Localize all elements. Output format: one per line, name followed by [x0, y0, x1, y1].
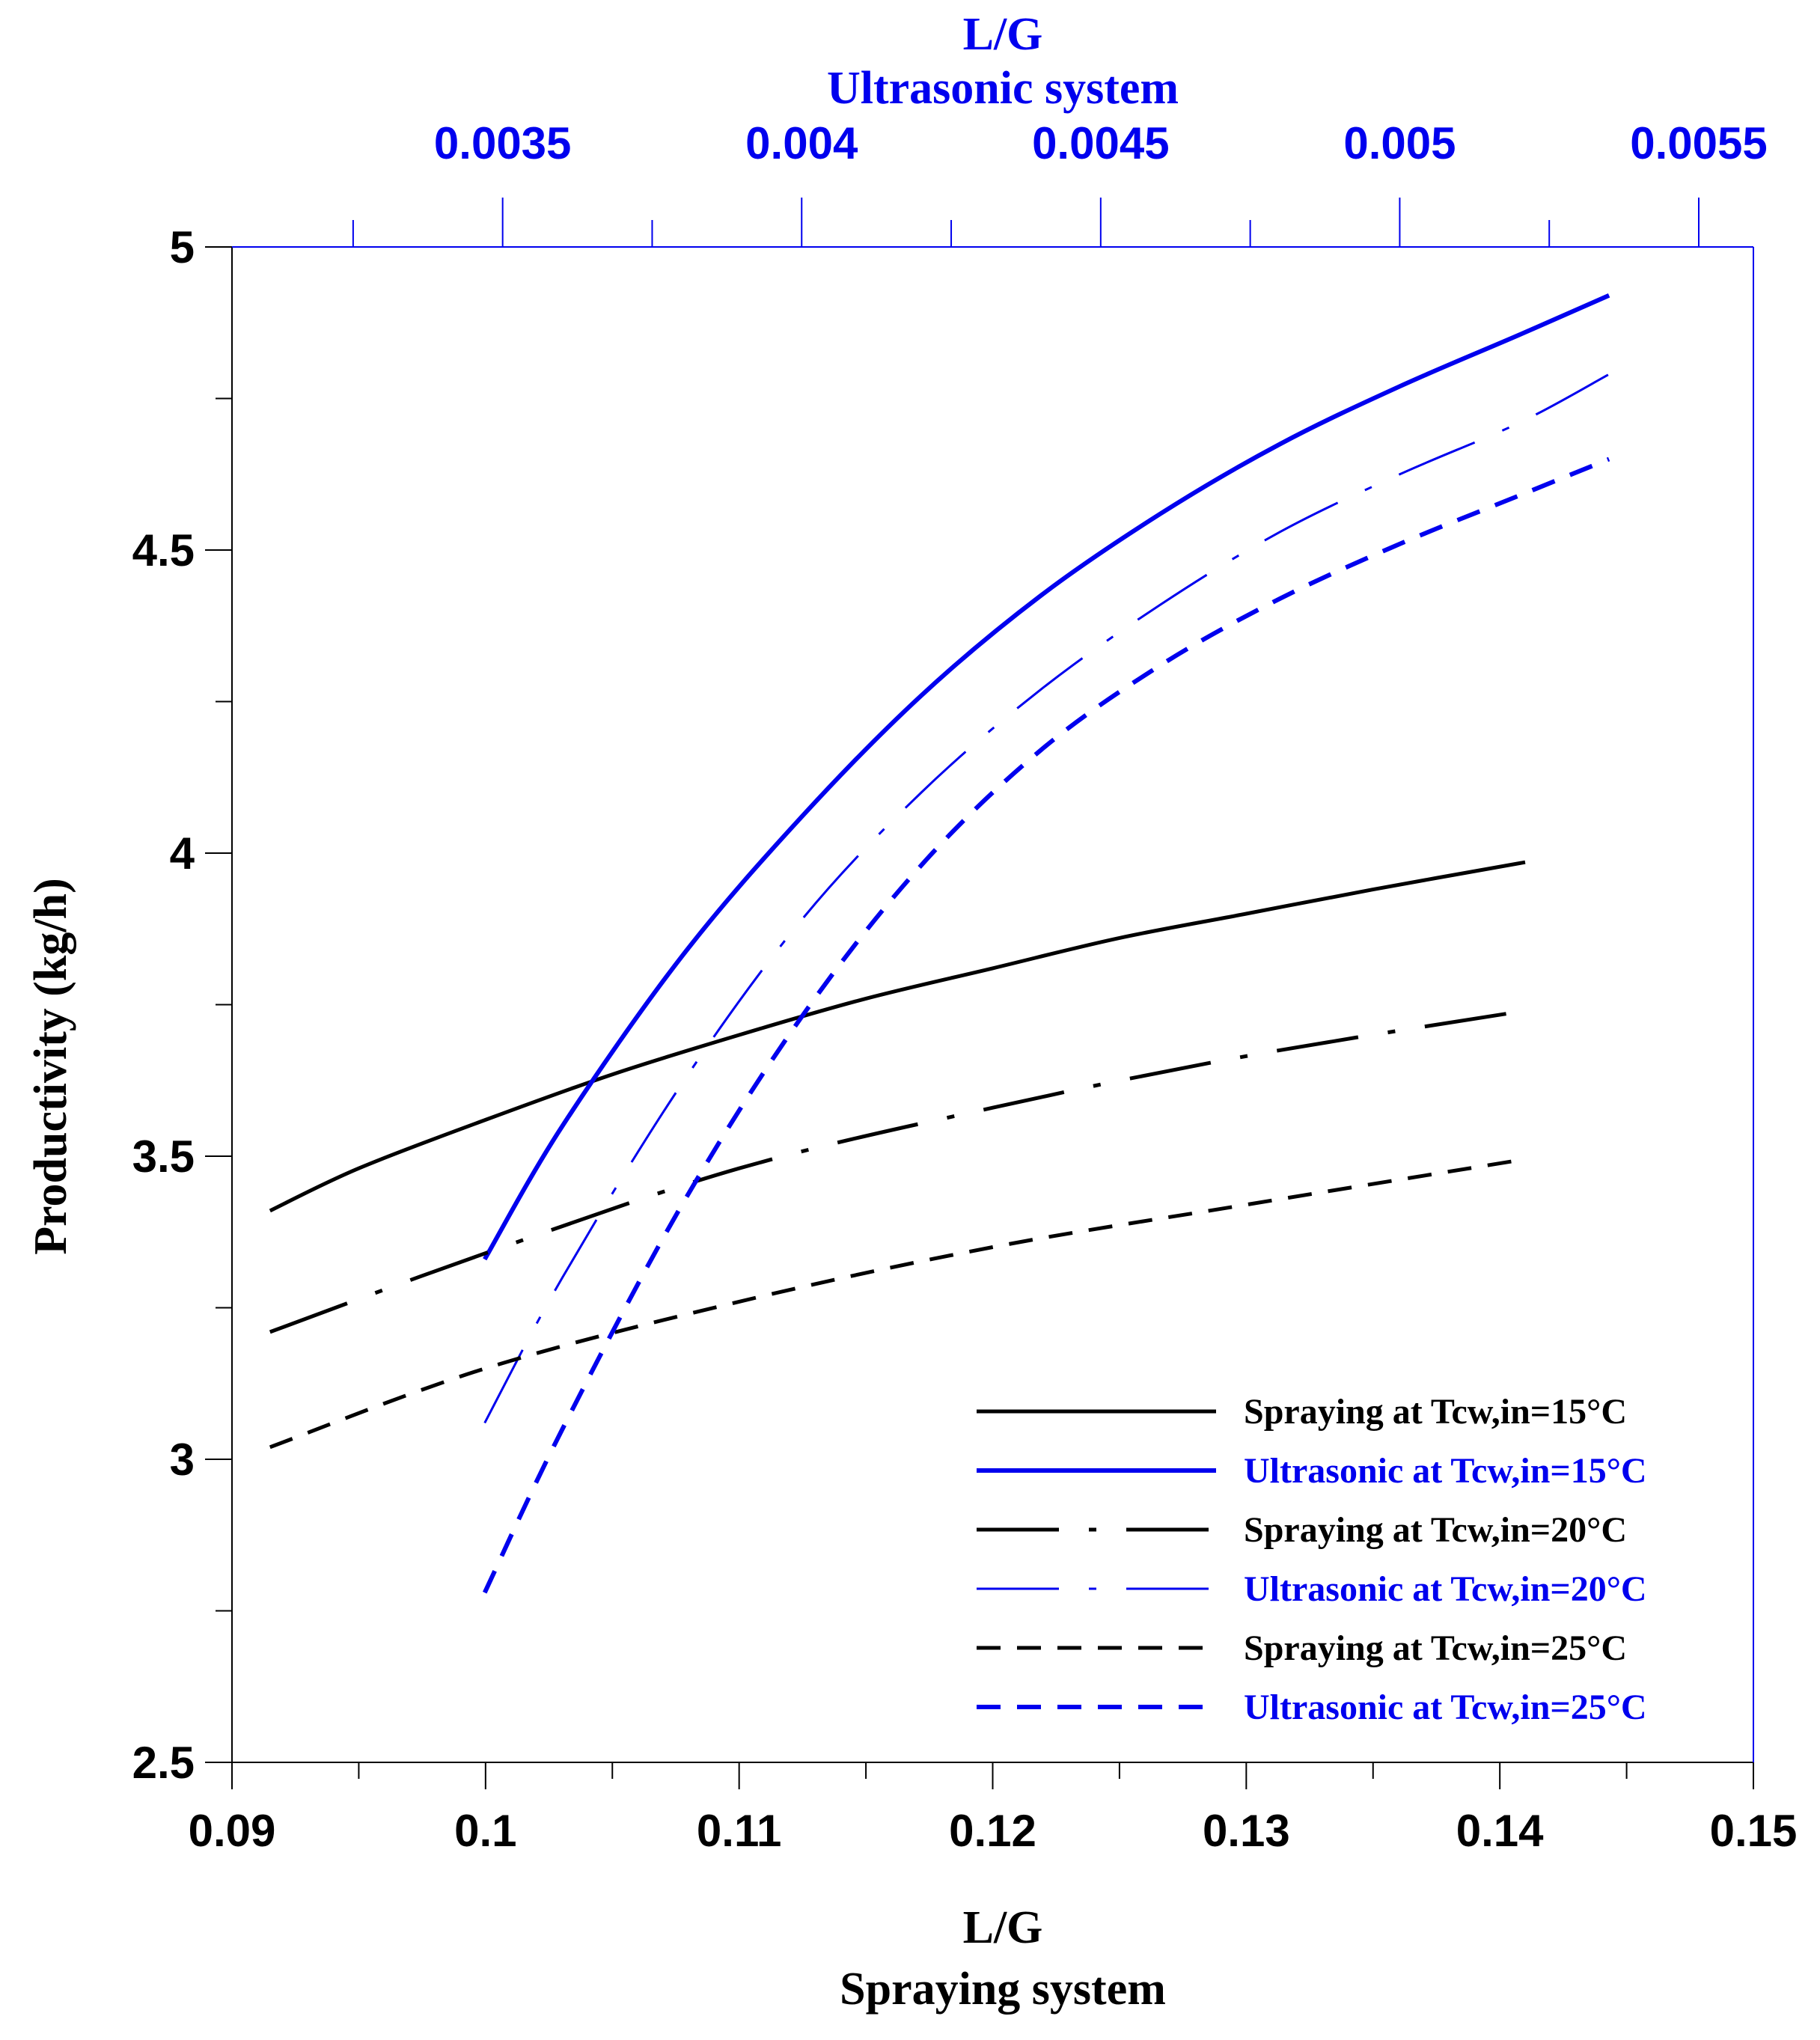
- y-tick-label: 4.5: [132, 525, 195, 575]
- x-tick-label: 0.11: [697, 1806, 781, 1856]
- legend-label-6: Ultrasonic at Tcw,in=25°C: [1244, 1688, 1647, 1727]
- x-tick-label: 0.12: [949, 1806, 1036, 1856]
- top-tick-label: 0.0045: [1032, 118, 1170, 168]
- x-tick-label: 0.15: [1710, 1806, 1798, 1856]
- series-line-6: [482, 456, 1610, 1594]
- x-axis-top: 0.0035 0.004 0.0045 0.005 0.0055: [352, 118, 1768, 247]
- series-line-2: [483, 293, 1610, 1261]
- x-axis-bottom: 0.09 0.1 0.11 0.12 0.13 0.14 0.15: [189, 1762, 1798, 1856]
- legend-label-1: Spraying at Tcw,in=15°C: [1244, 1392, 1627, 1432]
- top-axis-title-line2: Ultrasonic system: [827, 63, 1179, 114]
- y-tick-label: 4: [170, 828, 195, 879]
- y-tick-label: 3: [170, 1435, 195, 1485]
- y-tick-label: 2.5: [132, 1738, 195, 1788]
- top-tick-label: 0.0055: [1630, 118, 1768, 168]
- series-line-1: [269, 860, 1526, 1213]
- series-line-4: [483, 373, 1610, 1424]
- top-tick-label: 0.005: [1343, 118, 1456, 168]
- y-tick-label: 5: [170, 222, 195, 272]
- top-axis-title-line1: L/G: [963, 9, 1043, 60]
- top-tick-label: 0.0035: [434, 118, 572, 168]
- legend-label-3: Spraying at Tcw,in=20°C: [1244, 1510, 1627, 1550]
- y-axis-title: Productivity (kg/h): [25, 878, 76, 1254]
- legend-label-5: Spraying at Tcw,in=25°C: [1244, 1628, 1627, 1668]
- x-tick-label: 0.13: [1203, 1806, 1290, 1856]
- y-axis: 2.5 3 3.5 4 4.5 5: [132, 222, 232, 1788]
- legend-label-2: Ultrasonic at Tcw,in=15°C: [1244, 1451, 1647, 1491]
- series-line-5: [269, 1157, 1526, 1450]
- x-tick-label: 0.14: [1456, 1806, 1544, 1856]
- x-axis-title-line2: Spraying system: [840, 1964, 1166, 2015]
- legend: Spraying at Tcw,in=15°C Ultrasonic at Tcw…: [977, 1392, 1647, 1727]
- x-axis-title-line1: L/G: [963, 1902, 1043, 1953]
- y-tick-label: 3.5: [132, 1132, 195, 1182]
- x-tick-label: 0.09: [189, 1806, 276, 1856]
- x-tick-label: 0.1: [454, 1806, 516, 1856]
- legend-label-4: Ultrasonic at Tcw,in=20°C: [1244, 1569, 1647, 1609]
- series-line-3: [269, 1009, 1526, 1334]
- series-group: [269, 293, 1610, 1594]
- top-tick-label: 0.004: [745, 118, 858, 168]
